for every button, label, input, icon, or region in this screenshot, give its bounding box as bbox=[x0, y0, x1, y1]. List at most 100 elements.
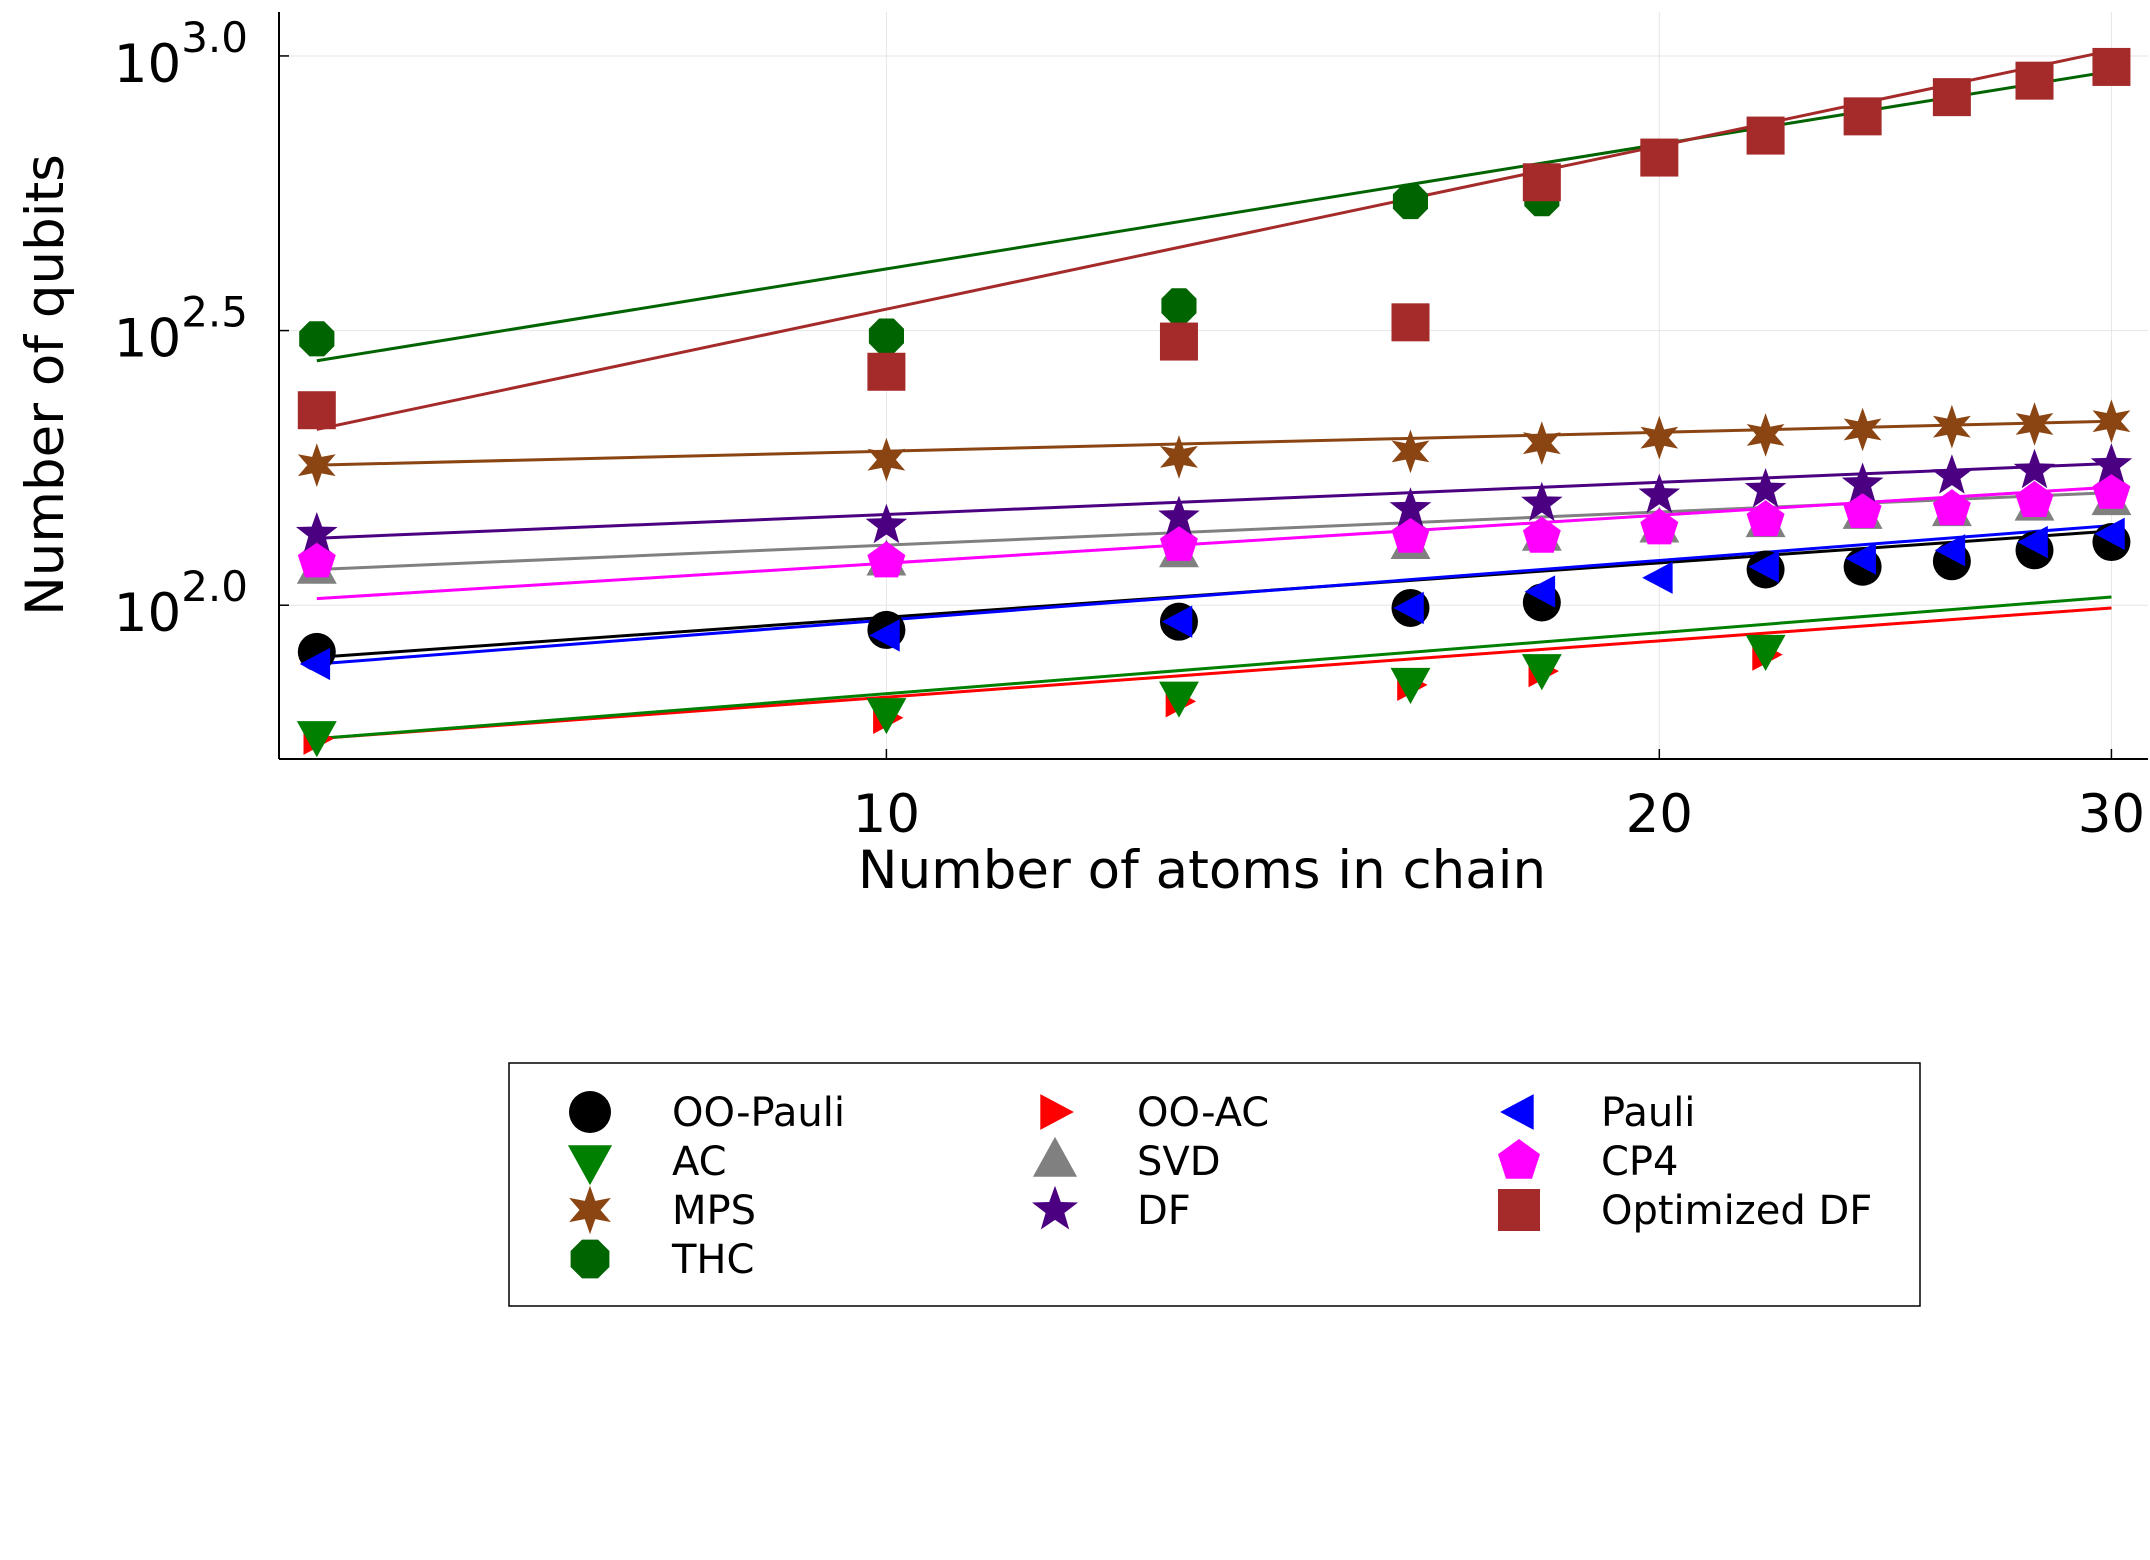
point-ac bbox=[1745, 634, 1786, 671]
legend-marker-ac bbox=[567, 1145, 613, 1186]
legend-label-cp4: CP4 bbox=[1601, 1139, 1679, 1185]
fit-line-df bbox=[316, 461, 2112, 540]
point-mps bbox=[1843, 407, 1882, 452]
y-tick-exponent: 3.0 bbox=[181, 13, 248, 62]
point-thc bbox=[1161, 288, 1197, 324]
y-tick-base: 10 bbox=[114, 309, 181, 370]
x-ticks: 10 20 30 bbox=[853, 749, 2145, 845]
legend-marker-thc bbox=[570, 1239, 610, 1279]
legend-label-optimized-df: Optimized DF bbox=[1601, 1188, 1872, 1234]
point-optimized-df bbox=[1159, 322, 1198, 361]
legend-marker-df bbox=[1032, 1185, 1078, 1230]
point-mps bbox=[1391, 429, 1430, 474]
point-optimized-df bbox=[1391, 303, 1430, 342]
point-optimized-df bbox=[1932, 78, 1971, 117]
point-df bbox=[1521, 481, 1563, 522]
point-cp4 bbox=[2092, 472, 2131, 509]
legend-marker-oo-ac bbox=[1040, 1094, 1074, 1130]
point-df bbox=[1744, 468, 1787, 508]
y-tick-exponent: 2.5 bbox=[181, 288, 248, 337]
point-cp4 bbox=[1522, 516, 1561, 553]
point-thc bbox=[299, 321, 335, 357]
legend-box bbox=[508, 1062, 1921, 1307]
point-optimized-df bbox=[1640, 138, 1679, 177]
x-tick-label: 10 bbox=[853, 784, 920, 845]
point-mps bbox=[1640, 415, 1679, 460]
fit-line-oo-ac bbox=[316, 606, 2112, 741]
point-pauli bbox=[2094, 517, 2125, 550]
legend-label-ac: AC bbox=[672, 1139, 727, 1185]
y-tick-exponent: 2.0 bbox=[181, 562, 248, 611]
legend-label-svd: SVD bbox=[1137, 1139, 1221, 1185]
point-mps bbox=[1932, 404, 1971, 449]
point-cp4 bbox=[2015, 480, 2054, 517]
point-ac bbox=[1390, 667, 1431, 704]
point-df bbox=[2013, 448, 2056, 489]
point-pauli bbox=[1642, 561, 1673, 594]
point-cp4 bbox=[297, 541, 336, 578]
point-pauli bbox=[299, 647, 331, 681]
y-tick-label: 103.0 bbox=[114, 13, 248, 95]
legend-label-oo-pauli: OO-Pauli bbox=[672, 1090, 845, 1136]
point-mps bbox=[867, 437, 906, 482]
fit-line-ac bbox=[316, 595, 2112, 741]
point-pauli bbox=[869, 619, 900, 652]
point-thc bbox=[1392, 183, 1428, 220]
point-df bbox=[1389, 487, 1432, 527]
point-optimized-df bbox=[2015, 61, 2054, 100]
y-tick-label: 102.0 bbox=[114, 562, 248, 644]
fit-line-thc bbox=[316, 69, 2112, 363]
point-optimized-df bbox=[2092, 47, 2131, 86]
y-tick-base: 10 bbox=[114, 34, 181, 95]
point-df bbox=[1931, 454, 1973, 494]
point-df bbox=[1158, 495, 1200, 535]
point-optimized-df bbox=[1746, 116, 1785, 155]
legend-marker-optimized-df bbox=[1498, 1189, 1540, 1231]
fit-line-mps bbox=[316, 419, 2112, 467]
point-mps bbox=[297, 443, 336, 487]
point-df bbox=[2090, 443, 2133, 483]
point-mps bbox=[2015, 402, 2054, 446]
point-mps bbox=[1522, 421, 1561, 465]
point-df bbox=[296, 512, 338, 552]
point-optimized-df bbox=[297, 391, 336, 430]
fit-line-optimized-df bbox=[316, 48, 2112, 431]
x-tick-label: 20 bbox=[1626, 784, 1693, 845]
point-mps bbox=[1746, 413, 1785, 457]
legend: OO-Pauli OO-AC Pauli AC SVD CP4 MPS DF THC Optimi… bbox=[508, 1062, 1921, 1307]
point-df bbox=[1841, 462, 1884, 502]
legend-marker-cp4 bbox=[1498, 1139, 1540, 1179]
point-pauli bbox=[1845, 542, 1876, 575]
y-axis-label: Number of qubits bbox=[15, 154, 76, 616]
legend-label-oo-ac: OO-AC bbox=[1137, 1090, 1269, 1136]
point-ac bbox=[866, 698, 907, 735]
point-ac bbox=[1521, 654, 1562, 691]
point-pauli bbox=[1748, 550, 1779, 583]
point-pauli bbox=[1524, 575, 1556, 608]
legend-marker-svd bbox=[1032, 1136, 1078, 1177]
legend-label-thc: THC bbox=[671, 1237, 754, 1283]
grid bbox=[279, 12, 2148, 759]
point-optimized-df bbox=[867, 352, 906, 391]
x-tick-label: 30 bbox=[2078, 784, 2145, 845]
legend-label-pauli: Pauli bbox=[1601, 1090, 1695, 1136]
point-pauli bbox=[1934, 534, 1966, 567]
point-cp4 bbox=[1843, 491, 1882, 528]
legend-label-mps: MPS bbox=[672, 1188, 756, 1234]
point-df bbox=[1638, 473, 1681, 513]
point-ac bbox=[296, 721, 337, 758]
legend-marker-pauli bbox=[1500, 1094, 1534, 1130]
fit-line-pauli bbox=[316, 524, 2112, 666]
fit-lines bbox=[316, 48, 2112, 741]
point-mps bbox=[2092, 399, 2131, 444]
data-points bbox=[296, 47, 2133, 758]
point-cp4 bbox=[1391, 516, 1430, 553]
point-cp4 bbox=[867, 541, 906, 578]
point-pauli bbox=[2017, 525, 2048, 559]
point-df bbox=[865, 503, 908, 544]
point-mps bbox=[1160, 435, 1198, 479]
axes bbox=[278, 12, 2148, 760]
point-cp4 bbox=[1160, 524, 1198, 561]
